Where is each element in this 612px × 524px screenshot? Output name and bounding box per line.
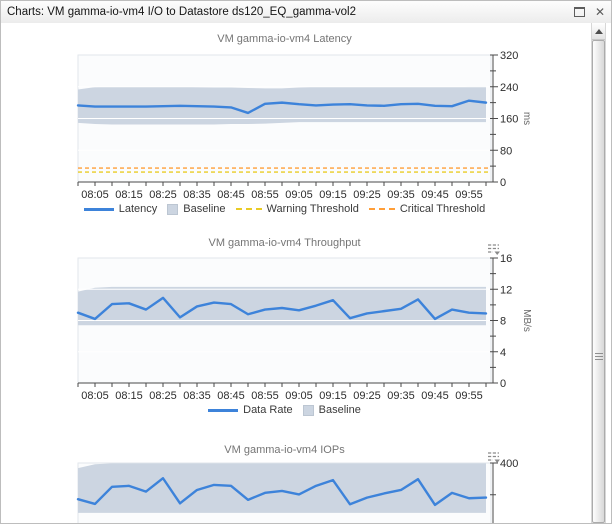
x-tick-label: 08:25 (149, 390, 177, 402)
iops-chart: 020040008:0508:1508:2508:3508:4508:5509:… (76, 458, 518, 524)
x-tick-label: 09:35 (387, 189, 415, 201)
y-tick-label: 320 (500, 50, 518, 62)
y-tick-label: 4 (500, 347, 506, 359)
x-tick-label: 08:25 (149, 189, 177, 201)
x-tick-label: 09:55 (455, 189, 483, 201)
window-controls: ✕ (573, 1, 605, 23)
y-axis-unit: ms (521, 112, 532, 125)
y-tick-label: 200 (500, 522, 518, 524)
legend-item: Critical Threshold (368, 203, 486, 215)
throughput-legend: Data Rate Baseline (1, 404, 568, 416)
chart-menu-glyph (488, 452, 500, 463)
legend-label: Critical Threshold (399, 203, 486, 215)
y-tick-label: 8 (500, 316, 506, 328)
legend-label: Data Rate (243, 404, 293, 416)
x-tick-label: 08:05 (81, 390, 109, 402)
chart-title-iops: VM gamma-io-vm4 IOPs (224, 444, 345, 456)
throughput-chart: 0 4 8 12 16 MB/s 08:05 08:15 08:25 08:35 08:45 08:5… (76, 253, 532, 402)
legend-swatch-line (83, 207, 114, 211)
x-tick-label: 09:25 (353, 390, 381, 402)
x-tick-label: 08:15 (115, 189, 143, 201)
legend-label: Latency (118, 203, 158, 215)
y-axis-unit: MB/s (521, 309, 532, 332)
x-tick-label: 09:25 (353, 189, 381, 201)
legend-label: Baseline (318, 404, 361, 416)
legend-item: Baseline (302, 404, 361, 416)
vertical-scrollbar[interactable] (591, 23, 606, 523)
close-button[interactable]: ✕ (594, 5, 605, 19)
window-title: Charts: VM gamma-io-vm4 I/O to Datastore… (7, 6, 356, 18)
legend-swatch-box (302, 404, 314, 416)
y-tick-label: 0 (500, 378, 506, 390)
scrollbar-grip (594, 351, 603, 362)
x-tick-label: 08:45 (217, 390, 245, 402)
legend-item: Baseline (167, 203, 226, 215)
charts-panel: 0 80 160 240 320 ms 08:05 08:15 08:25 08:35 08:45 0… (1, 23, 611, 523)
legend-label: Warning Threshold (266, 203, 359, 215)
x-tick-label: 09:45 (421, 189, 449, 201)
y-tick-label: 12 (500, 284, 512, 296)
x-tick-label: 09:15 (319, 390, 347, 402)
x-tick-label: 08:05 (81, 189, 109, 201)
latency-legend: Latency Baseline Warning Threshold Critical… (1, 203, 568, 215)
x-tick-label: 09:15 (319, 189, 347, 201)
scroll-up-button[interactable] (592, 23, 605, 40)
y-tick-label: 160 (500, 114, 518, 126)
legend-swatch-box (167, 203, 179, 215)
arrow-up-icon (594, 28, 603, 34)
chart-title-throughput: VM gamma-io-vm4 Throughput (208, 237, 361, 249)
legend-swatch-dash (368, 208, 395, 210)
y-tick-label: 0 (500, 177, 506, 189)
x-tick-label: 08:35 (183, 390, 211, 402)
maximize-button[interactable] (573, 5, 587, 19)
legend-label: Baseline (183, 203, 226, 215)
y-tick-label: 16 (500, 253, 512, 265)
iops-chart-block: 020040008:0508:1508:2508:3508:4508:5509:… (1, 444, 591, 523)
legend-item: Latency (83, 203, 158, 215)
x-tick-label: 08:45 (217, 189, 245, 201)
x-tick-label: 08:35 (183, 189, 211, 201)
chart-menu-icon[interactable] (487, 243, 503, 257)
x-tick-label: 09:55 (455, 390, 483, 402)
x-tick-label: 09:35 (387, 390, 415, 402)
scrollbar-thumb[interactable] (592, 40, 605, 523)
chart-menu-icon[interactable] (487, 451, 503, 465)
maximize-icon (574, 7, 586, 17)
legend-item: Data Rate (208, 404, 293, 416)
window-titlebar: Charts: VM gamma-io-vm4 I/O to Datastore… (1, 1, 611, 24)
throughput-chart-block: 0 4 8 12 16 MB/s 08:05 08:15 08:25 08:35 08:45 08:5… (1, 237, 591, 433)
x-tick-label: 08:55 (251, 189, 279, 201)
baseline-band (78, 86, 486, 125)
series-line (76, 99, 488, 115)
baseline-band (78, 463, 486, 513)
legend-swatch-dash (235, 208, 262, 210)
x-tick-label: 08:15 (115, 390, 143, 402)
legend-swatch-line (208, 408, 239, 412)
legend-item: Warning Threshold (235, 203, 359, 215)
y-tick-label: 240 (500, 82, 518, 94)
y-tick-label: 400 (500, 458, 518, 470)
latency-chart: 0 80 160 240 320 ms 08:05 08:15 08:25 08:35 08:45 0… (76, 50, 532, 201)
latency-chart-block: 0 80 160 240 320 ms 08:05 08:15 08:25 08:35 08:45 0… (1, 33, 591, 229)
x-tick-label: 09:05 (285, 189, 313, 201)
chart-menu-glyph (488, 244, 500, 255)
chart-title-latency: VM gamma-io-vm4 Latency (217, 33, 352, 45)
x-tick-label: 08:55 (251, 390, 279, 402)
x-tick-label: 09:45 (421, 390, 449, 402)
series-line (76, 296, 488, 321)
y-tick-label: 80 (500, 145, 512, 157)
x-tick-label: 09:05 (285, 390, 313, 402)
series-line (76, 477, 488, 507)
